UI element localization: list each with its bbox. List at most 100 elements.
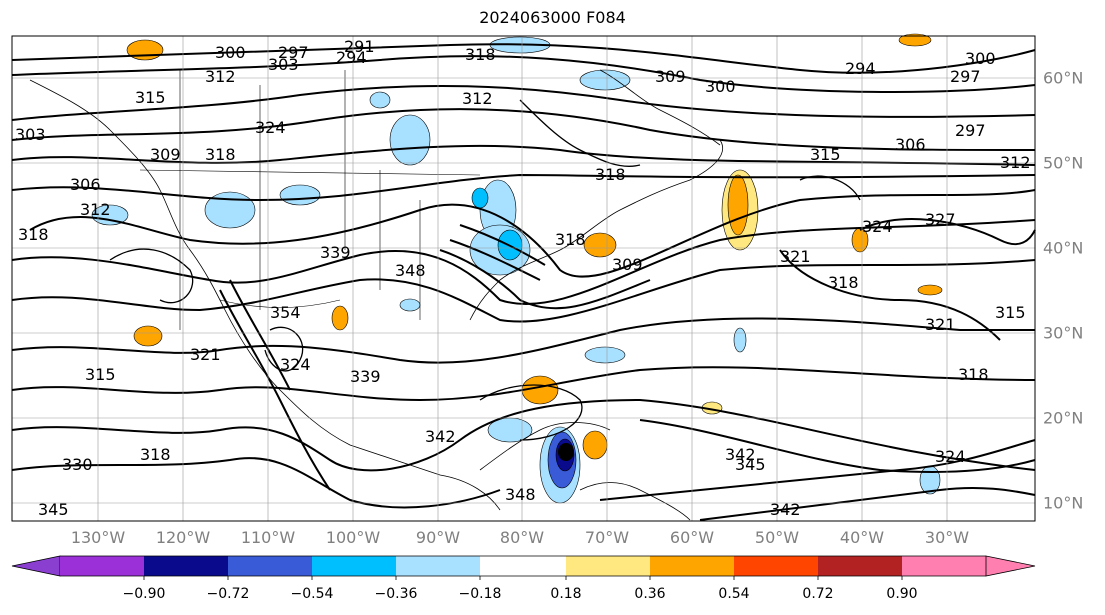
- contour-label: 324: [862, 217, 893, 236]
- contour-label: 324: [255, 118, 286, 137]
- colorbar-segment: [734, 556, 818, 576]
- colorbar-tick-label: −0.90: [122, 586, 166, 602]
- lon-label: 80°W: [499, 528, 545, 547]
- political-borders: [139, 70, 481, 330]
- gridlines: [12, 36, 1035, 521]
- contour-label: 315: [810, 145, 841, 164]
- colorbar-tick-label: 0.36: [634, 586, 666, 602]
- contour-label: 309: [655, 67, 686, 86]
- contour-label: 318: [465, 45, 496, 64]
- contour-label: 315: [135, 88, 166, 107]
- contour-label: 324: [280, 355, 311, 374]
- lon-label: 30°W: [924, 528, 970, 547]
- colorbar-segment: [480, 556, 566, 576]
- contour-label: 342: [725, 445, 756, 464]
- colorbar-tick-label: 0.90: [886, 586, 918, 602]
- contour-label: 297: [950, 67, 981, 86]
- contour-label: 345: [38, 500, 69, 519]
- lat-label: 20°N: [1043, 408, 1084, 428]
- contour-label: 318: [555, 230, 586, 249]
- colorbar-segment: [650, 556, 734, 576]
- lat-label: 10°N: [1043, 493, 1084, 513]
- contour-label: 297: [278, 43, 309, 62]
- colorbar-tick-label: 0.72: [802, 586, 834, 602]
- contour-label: 324: [935, 447, 966, 466]
- contour-label: 327: [925, 210, 956, 229]
- coastlines: [29, 69, 723, 521]
- map-title: 2024063000 F084: [479, 8, 626, 27]
- contour-label: 297: [955, 121, 986, 140]
- colorbar-segment: [902, 556, 986, 576]
- contour-label: 318: [828, 273, 859, 292]
- colorbar-tick-label: −0.72: [206, 586, 250, 602]
- contour-label: 318: [958, 365, 989, 384]
- map-area: 300 297 291 294 303 318 312 315 312 309 …: [11, 33, 1036, 522]
- colorbar-tick-label: −0.54: [290, 586, 334, 602]
- contour-label: 294: [336, 48, 367, 67]
- contour-label: 309: [150, 145, 181, 164]
- contour-label: 348: [505, 485, 536, 504]
- contour-label: 315: [85, 365, 116, 384]
- colorbar-segment: [312, 556, 396, 576]
- contour-label: 306: [70, 175, 101, 194]
- colorbar-under-arrow: [11, 555, 61, 577]
- lon-label: 110°W: [240, 528, 296, 547]
- contour-label: 300: [215, 43, 246, 62]
- colorbar: [11, 555, 1036, 580]
- colorbar-segment: [566, 556, 650, 576]
- lat-label: 60°N: [1043, 68, 1084, 88]
- contour-label: 303: [268, 55, 299, 74]
- colorbar-tick-label: 0.18: [550, 586, 582, 602]
- lat-label: 40°N: [1043, 238, 1084, 258]
- contour-label: 342: [770, 500, 801, 519]
- contour-label: 321: [925, 315, 956, 334]
- contour-label: 315: [995, 303, 1026, 322]
- contour-lines-thin: [109, 99, 861, 441]
- lon-label: 60°W: [669, 528, 715, 547]
- contour-label: 312: [462, 89, 493, 108]
- lat-label: 30°N: [1043, 323, 1084, 343]
- lat-label: 50°N: [1043, 153, 1084, 173]
- contour-label: 354: [270, 303, 301, 322]
- colorbar-segment: [228, 556, 312, 576]
- lon-label: 40°W: [839, 528, 885, 547]
- colorbar-segment: [144, 556, 228, 576]
- lon-label: 130°W: [70, 528, 126, 547]
- lon-label: 90°W: [415, 528, 461, 547]
- contour-lines: [11, 43, 1036, 521]
- contour-label: 312: [80, 200, 111, 219]
- contour-label: 318: [595, 165, 626, 184]
- colorbar-tick-label: −0.18: [458, 586, 502, 602]
- lon-label: 70°W: [584, 528, 630, 547]
- contour-label: 318: [140, 445, 171, 464]
- contour-label: 348: [395, 261, 426, 280]
- colorbar-over-arrow: [985, 555, 1036, 577]
- contour-label: 294: [845, 59, 876, 78]
- contour-label-group: 300 297 291 294 303 318 312 315 312 309 …: [15, 37, 1031, 519]
- contour-label: 300: [705, 77, 736, 96]
- colorbar-segment: [60, 556, 144, 576]
- lon-label: 100°W: [325, 528, 381, 547]
- contour-label: 339: [350, 367, 381, 386]
- colorbar-segment: [818, 556, 902, 576]
- colorbar-tick-label: −0.36: [374, 586, 418, 602]
- contour-label: 345: [735, 455, 766, 474]
- contour-label: 303: [15, 125, 46, 144]
- colorbar-tick-label: 0.54: [718, 586, 750, 602]
- contour-label: 318: [205, 145, 236, 164]
- contour-label: 291: [344, 37, 375, 56]
- lon-label: 120°W: [155, 528, 211, 547]
- contour-label: 309: [612, 255, 643, 274]
- contour-label: 300: [965, 49, 996, 68]
- contour-label: 312: [1000, 153, 1031, 172]
- contour-label: 321: [780, 247, 811, 266]
- contour-label: 330: [62, 455, 93, 474]
- contour-label: 306: [895, 135, 926, 154]
- contour-label: 312: [205, 67, 236, 86]
- contour-label: 321: [190, 345, 221, 364]
- contour-label: 339: [320, 243, 351, 262]
- colorbar-segment: [396, 556, 480, 576]
- contour-label: 318: [18, 225, 49, 244]
- lon-label: 50°W: [754, 528, 800, 547]
